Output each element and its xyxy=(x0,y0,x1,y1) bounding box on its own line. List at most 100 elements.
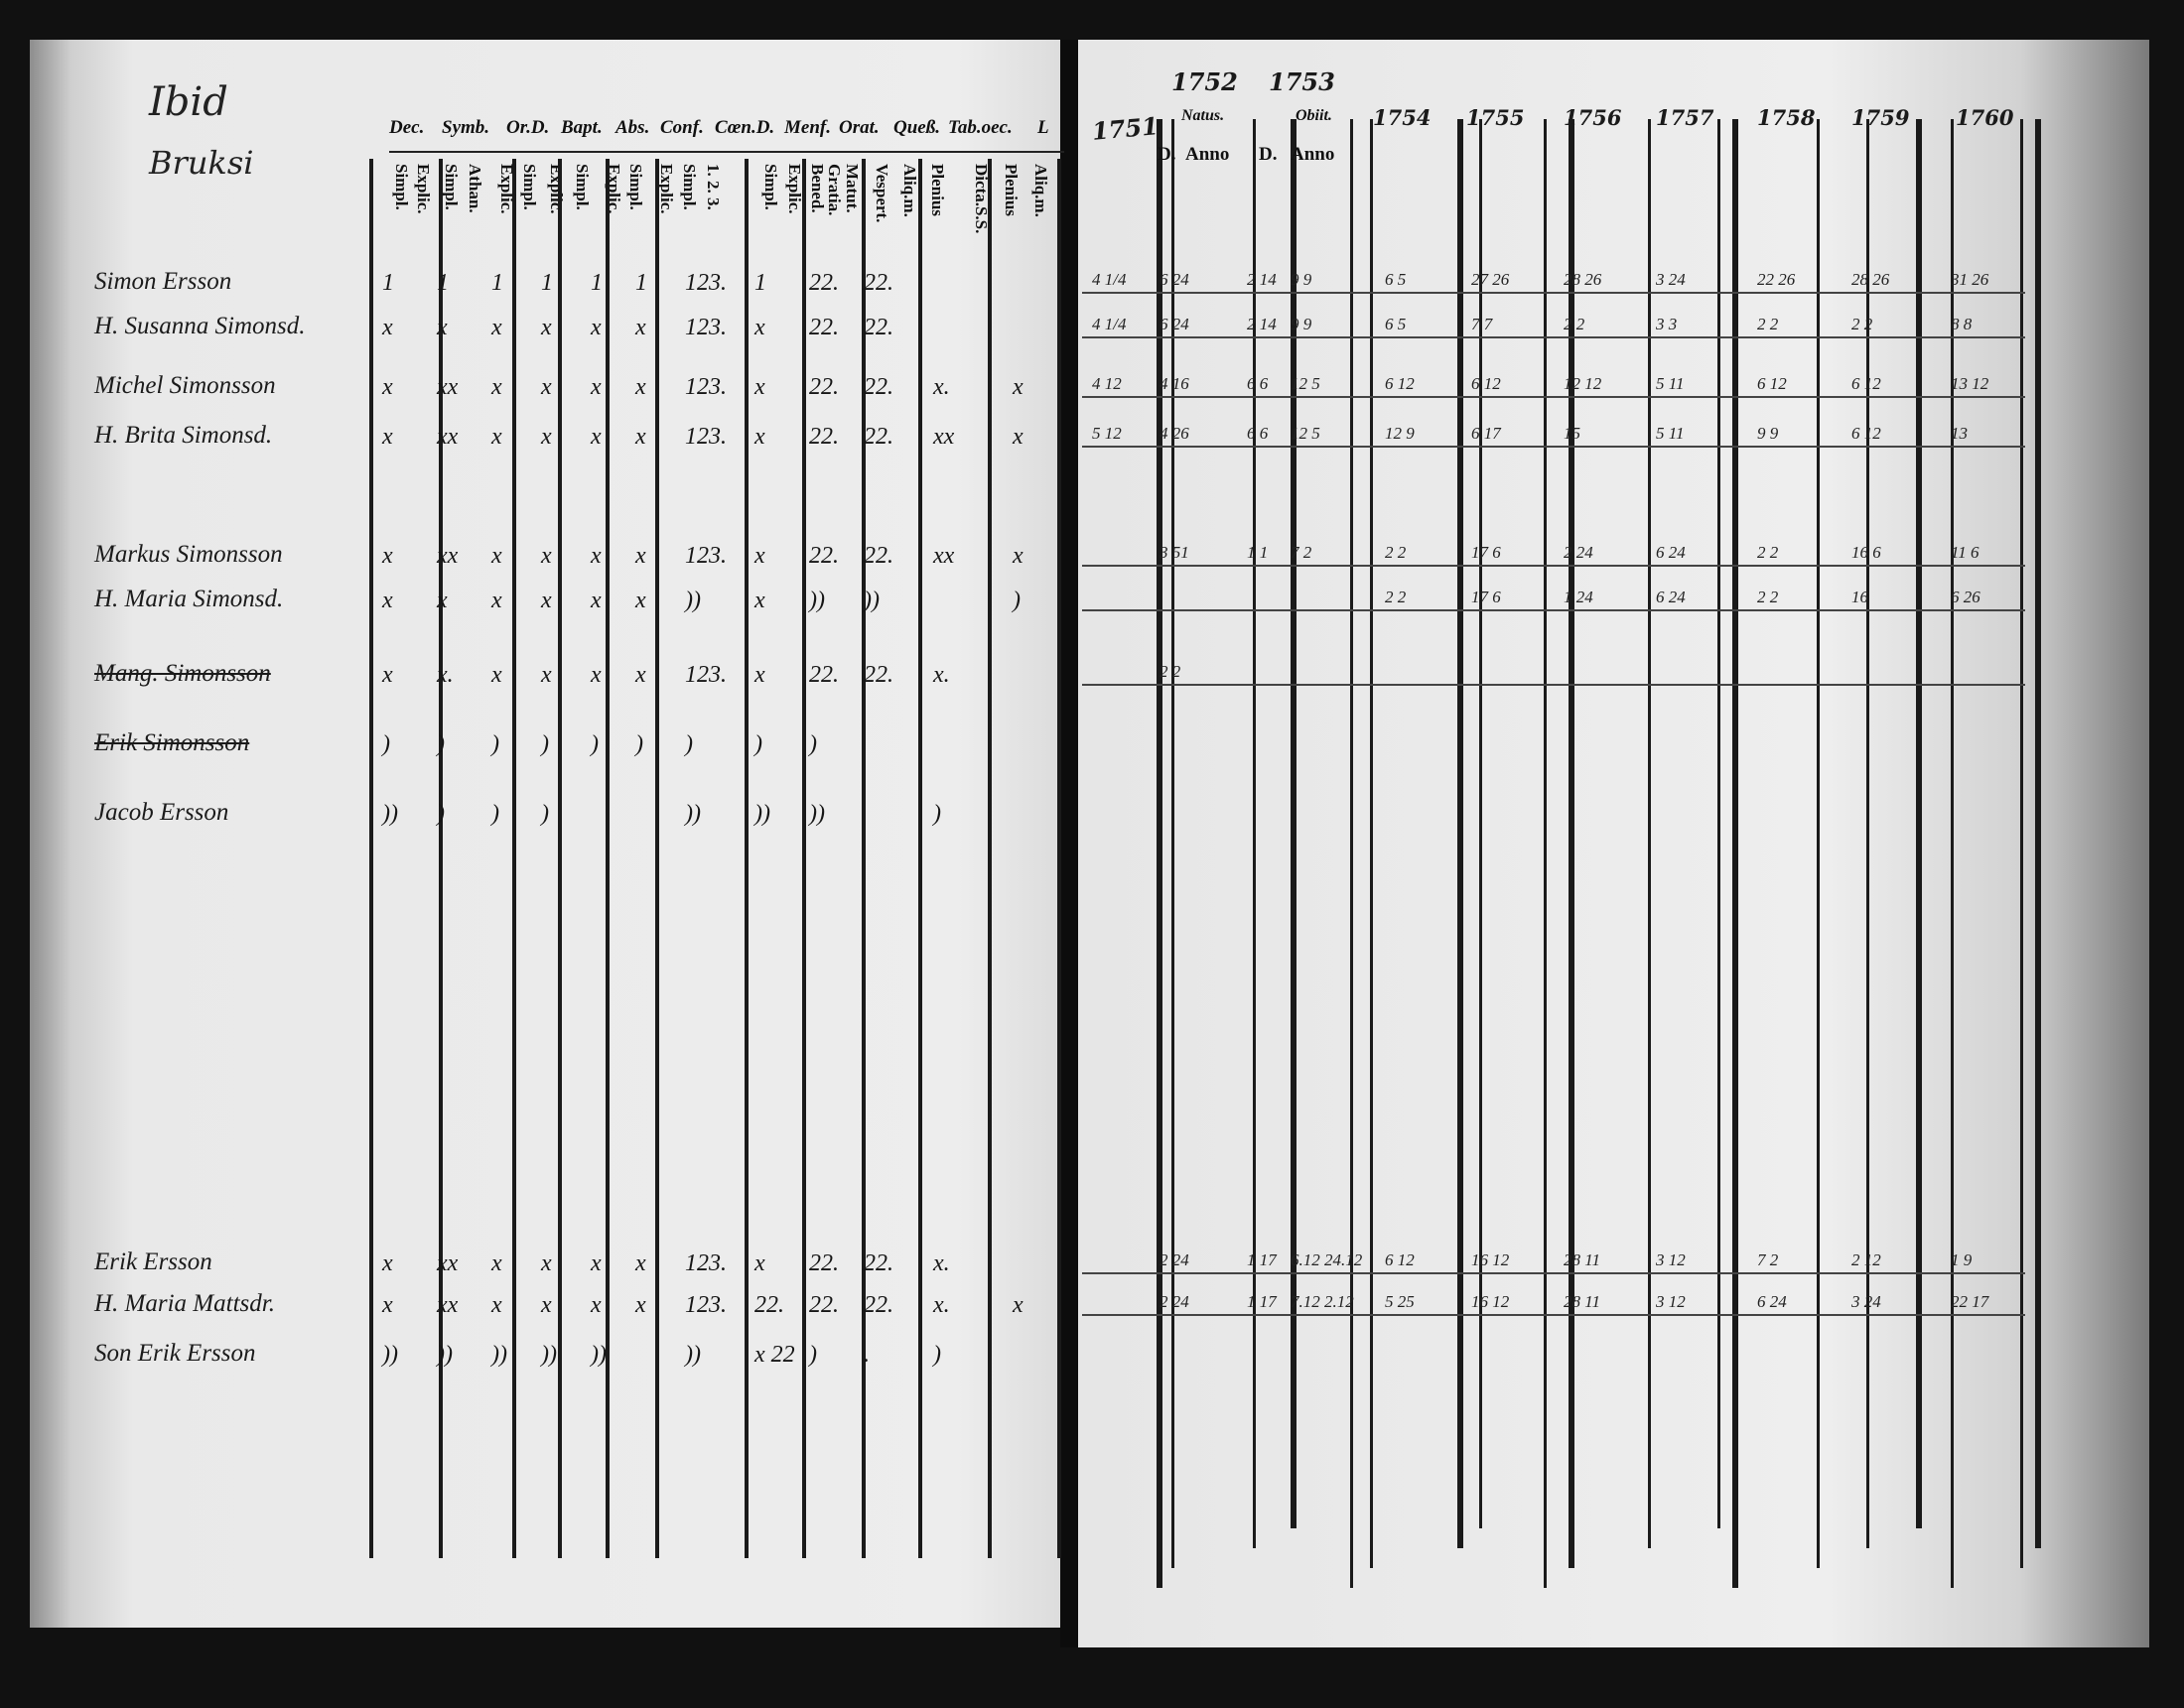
entry-number: 31 26 xyxy=(1951,270,1989,289)
entry-mark: ) xyxy=(809,731,817,757)
column-header: Queß. xyxy=(893,117,940,138)
year-header: 1760 xyxy=(1956,105,2014,130)
entry-number: 6 24 xyxy=(1656,588,1686,606)
entry-number: 27 26 xyxy=(1471,270,1510,289)
entry-mark: x xyxy=(541,374,552,400)
entry-mark: 22. xyxy=(809,1292,839,1318)
entry-mark: x xyxy=(491,315,502,340)
row-rule xyxy=(1082,609,2025,611)
column-subheader: Explic. xyxy=(414,164,433,214)
entry-number: 6 6 xyxy=(1247,374,1269,393)
column-rule xyxy=(1916,119,1922,1528)
entry-mark: ) xyxy=(685,731,693,757)
column-rule xyxy=(1648,119,1651,1548)
entry-number: 3 24 xyxy=(1656,270,1686,289)
entry-mark: x xyxy=(635,424,646,450)
entry-number: 2 2 xyxy=(1757,588,1779,606)
column-header: Cœn.D. xyxy=(715,117,775,138)
entry-number: 6 24 xyxy=(1160,315,1189,333)
entry-mark: x xyxy=(382,374,393,400)
entry-number: 3 12 xyxy=(1656,1250,1686,1269)
entry-number: 16 xyxy=(1851,588,1868,606)
entry-mark: x xyxy=(591,1292,602,1318)
row-rule xyxy=(1082,565,2025,567)
year-header: 1759 xyxy=(1851,105,1910,130)
entry-mark: ) xyxy=(933,801,941,827)
entry-mark: 22. xyxy=(864,315,893,340)
entry-mark: x xyxy=(591,1250,602,1276)
year-header: 1751 xyxy=(1090,111,1160,146)
entry-mark: x xyxy=(1013,1292,1024,1318)
entry-mark: x xyxy=(635,588,646,613)
entry-mark: x xyxy=(491,424,502,450)
entry-mark: x. xyxy=(437,662,454,688)
entry-number: 2 24 xyxy=(1160,1250,1189,1269)
year-header: 1757 xyxy=(1656,105,1714,130)
entry-mark: 22. xyxy=(864,270,893,296)
entry-mark: x xyxy=(635,662,646,688)
entry-number: 7.12 2.12 xyxy=(1291,1292,1354,1311)
column-header: Or.D. xyxy=(506,117,550,138)
entry-mark: 22. xyxy=(809,543,839,569)
entry-number: 6 6 xyxy=(1247,424,1269,443)
entry-mark: 1 xyxy=(541,270,553,296)
entry-mark: 1 xyxy=(491,270,503,296)
entry-mark: )) xyxy=(809,588,825,613)
obiit-year: Anno xyxy=(1291,144,1335,165)
column-rule xyxy=(1291,119,1297,1528)
entry-mark: x xyxy=(591,662,602,688)
entry-mark: x xyxy=(1013,543,1024,569)
column-rule xyxy=(1253,119,1256,1548)
entry-name: Erik Simonsson xyxy=(94,729,250,756)
entry-mark: x 22 xyxy=(754,1342,795,1368)
column-rule xyxy=(802,159,806,1558)
entry-mark: x xyxy=(635,1292,646,1318)
entry-mark: x xyxy=(754,543,765,569)
entry-mark: )) xyxy=(541,1342,557,1368)
entry-name: H. Maria Mattsdr. xyxy=(94,1290,275,1317)
column-rule xyxy=(1717,119,1720,1528)
entry-number: 11 6 xyxy=(1951,543,1979,562)
column-subheader: Explic. xyxy=(547,164,566,214)
entry-mark: )) xyxy=(809,801,825,827)
entry-number: 3 51 xyxy=(1160,543,1189,562)
entry-mark: ) xyxy=(754,731,762,757)
entry-mark: ) xyxy=(491,731,499,757)
entry-mark: 123. xyxy=(685,543,727,569)
entry-name: Simon Ersson xyxy=(94,268,232,295)
entry-number: 4 16 xyxy=(1160,374,1189,393)
entry-mark: 123. xyxy=(685,424,727,450)
column-rule xyxy=(862,159,866,1558)
entry-mark: )) xyxy=(382,801,398,827)
entry-number: 22 26 xyxy=(1757,270,1796,289)
entry-mark: x xyxy=(491,543,502,569)
header-rule xyxy=(389,151,1064,153)
entry-mark: ) xyxy=(437,801,445,827)
entry-mark: x. xyxy=(933,1292,950,1318)
entry-mark: x xyxy=(591,588,602,613)
column-header: Dec. xyxy=(389,117,425,138)
column-subheader: Plenius xyxy=(928,164,947,216)
entry-number: 2 2 xyxy=(1385,543,1407,562)
year-header: 1753 xyxy=(1269,67,1335,96)
entry-name: Markus Simonsson xyxy=(94,541,283,568)
entry-mark: 22. xyxy=(809,270,839,296)
entry-mark: x xyxy=(541,543,552,569)
column-subheader: Simpl. xyxy=(680,164,699,210)
entry-number: 28 11 xyxy=(1564,1292,1600,1311)
entry-number: 6 12 xyxy=(1385,1250,1415,1269)
entry-mark: x. xyxy=(933,1250,950,1276)
entry-number: 3 24 xyxy=(1851,1292,1881,1311)
entry-number: 12 5 xyxy=(1291,424,1320,443)
column-subheader: Vespert. xyxy=(873,164,891,223)
entry-mark: 123. xyxy=(685,270,727,296)
margin-note-ibid: Ibid xyxy=(149,79,228,125)
entry-mark: 123. xyxy=(685,315,727,340)
entry-mark: x xyxy=(541,1292,552,1318)
entry-mark: x xyxy=(591,424,602,450)
entry-mark: x xyxy=(754,662,765,688)
column-rule xyxy=(2035,119,2041,1548)
entry-mark: ) xyxy=(382,731,390,757)
entry-mark: 123. xyxy=(685,1250,727,1276)
entry-number: 12 12 xyxy=(1564,374,1602,393)
